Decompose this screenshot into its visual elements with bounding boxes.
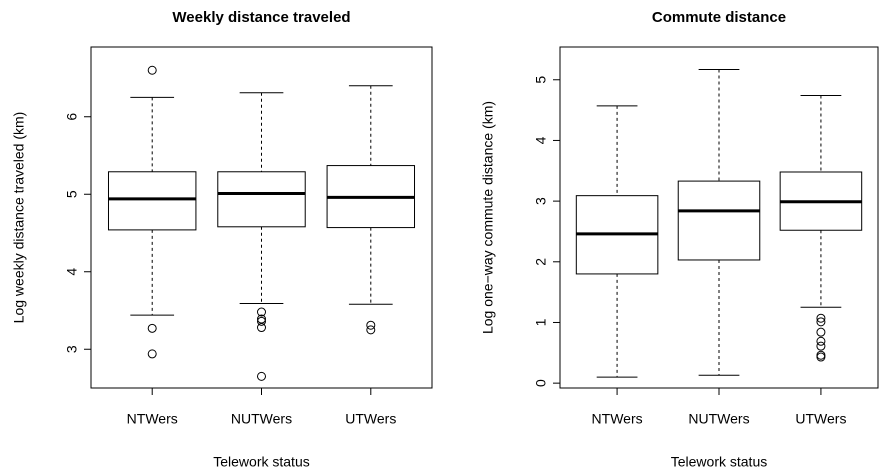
chart-title: Commute distance — [652, 9, 786, 26]
y-tick-label: 2 — [533, 258, 549, 266]
y-tick-label: 3 — [533, 197, 549, 205]
x-tick-label: NTWers — [592, 411, 643, 427]
outlier — [366, 320, 376, 330]
box — [217, 171, 306, 228]
outlier — [257, 323, 266, 333]
box — [677, 180, 761, 261]
chart-title: Weekly distance traveled — [172, 9, 350, 26]
outlier — [257, 307, 266, 317]
outlier — [257, 371, 266, 381]
box — [107, 171, 197, 231]
x-tick-label: UTWers — [345, 411, 396, 427]
y-tick-label: 4 — [64, 268, 80, 276]
outlier — [816, 350, 826, 360]
y-tick-label: 5 — [64, 190, 80, 198]
y-tick-label: 6 — [64, 113, 80, 121]
outlier — [816, 327, 826, 337]
y-tick-label: 3 — [64, 345, 80, 353]
y-tick-label: 0 — [533, 379, 549, 387]
outlier — [257, 314, 266, 324]
outlier — [816, 313, 826, 323]
y-axis-label: Log one−way commute distance (km) — [480, 101, 496, 334]
outlier — [816, 317, 826, 327]
y-tick-label: 5 — [533, 76, 549, 84]
y-tick-label: 1 — [533, 318, 549, 326]
outlier — [366, 325, 376, 335]
x-tick-label: NUTWers — [231, 411, 292, 427]
outlier — [816, 352, 826, 362]
x-axis-label: Telework status — [671, 454, 767, 470]
outlier — [816, 341, 826, 351]
outlier — [147, 65, 157, 75]
x-tick-label: NUTWers — [688, 411, 749, 427]
y-tick-label: 4 — [533, 136, 549, 144]
outlier — [147, 349, 157, 359]
outlier — [816, 336, 826, 346]
outlier — [147, 323, 157, 333]
x-axis-label: Telework status — [213, 454, 309, 470]
outlier — [257, 316, 266, 326]
x-tick-label: UTWers — [795, 411, 846, 427]
x-tick-label: NTWers — [127, 411, 178, 427]
y-axis-label: Log weekly distance traveled (km) — [11, 112, 27, 324]
